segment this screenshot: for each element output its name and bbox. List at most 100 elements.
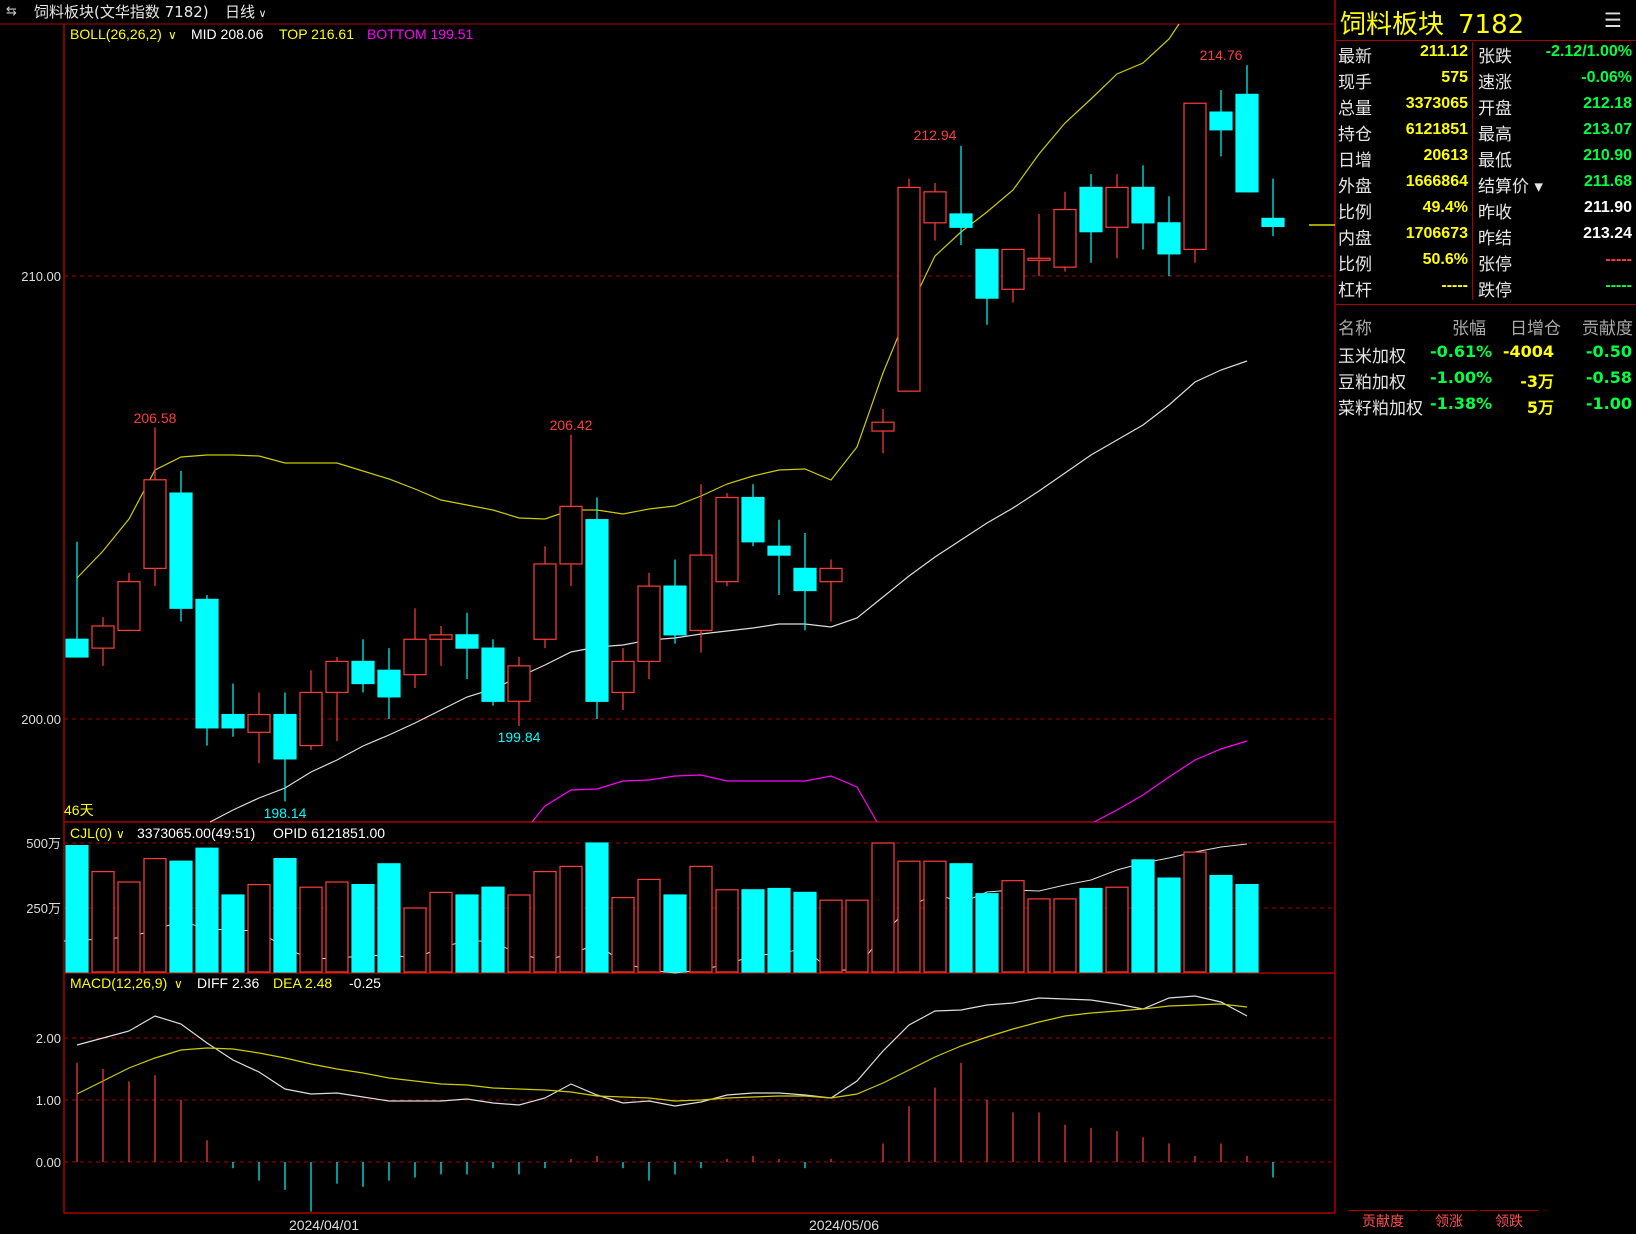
candle[interactable]	[949, 213, 973, 228]
candle[interactable]	[429, 634, 453, 640]
candle[interactable]	[715, 496, 739, 583]
macd-diff: DIFF 2.36	[197, 975, 259, 991]
contrib-table-row[interactable]: 豆粕加权 -1.00% -3万 -0.58	[1336, 368, 1636, 393]
boll-top: TOP 216.61	[279, 26, 354, 42]
candle[interactable]	[1001, 248, 1025, 290]
quote-value: 211.68	[1583, 173, 1632, 190]
macd-label[interactable]: MACD(12,26,9)	[70, 975, 167, 991]
quote-label[interactable]: 结算价 ▾	[1478, 177, 1543, 197]
boll-label[interactable]: BOLL(26,26,2)	[70, 26, 162, 42]
divider	[1336, 304, 1636, 305]
link-icon[interactable]: ⇆	[6, 4, 17, 19]
candle[interactable]	[1209, 111, 1233, 131]
candle[interactable]	[91, 625, 115, 649]
quote-label: 最高	[1478, 125, 1512, 145]
tab-top-losers[interactable]: 领跌	[1480, 1210, 1538, 1233]
macd-axis-label: 1.00	[36, 1093, 61, 1108]
candle[interactable]	[455, 634, 479, 649]
candle[interactable]	[793, 567, 817, 592]
boll-mid: MID 208.06	[191, 26, 264, 42]
candle[interactable]	[143, 479, 167, 569]
candle[interactable]	[507, 665, 531, 702]
candle[interactable]	[1261, 217, 1285, 227]
candle[interactable]	[1131, 186, 1155, 224]
main-chart[interactable]: BOLL(26,26,2) ∨ MID 208.06 TOP 216.61 BO…	[0, 0, 1336, 1234]
row-name: 豆粕加权	[1338, 373, 1406, 393]
quote-value: 210.90	[1583, 147, 1632, 164]
candle[interactable]	[637, 585, 661, 663]
candle[interactable]	[689, 554, 713, 632]
volume-bar	[1105, 886, 1129, 973]
row-change: -1.38%	[1430, 394, 1493, 413]
macd-chevron-icon[interactable]: ∨	[174, 977, 183, 991]
cjl-label[interactable]: CJL(0)	[70, 825, 112, 841]
row-oi-change: -3万	[1520, 372, 1554, 391]
volume-bar	[871, 842, 895, 973]
candle[interactable]	[533, 563, 557, 640]
candle[interactable]	[1157, 222, 1181, 255]
candle[interactable]	[377, 669, 401, 698]
candle[interactable]	[897, 186, 921, 392]
volume-bar	[1079, 887, 1103, 973]
candle[interactable]	[975, 248, 999, 299]
candle[interactable]	[585, 519, 609, 702]
date-axis-label: 2024/05/06	[809, 1217, 879, 1233]
quote-value: 213.07	[1583, 121, 1632, 138]
candle[interactable]	[169, 492, 193, 609]
volume-bar	[897, 860, 921, 973]
candle[interactable]	[65, 638, 89, 658]
contrib-table-row[interactable]: 菜籽粕加权 -1.38% 5万 -1.00	[1336, 394, 1636, 419]
row-oi-change: 5万	[1526, 398, 1554, 417]
candle[interactable]	[1105, 186, 1129, 228]
volume-bar	[429, 891, 453, 973]
list-menu-icon[interactable]: ☰	[1604, 8, 1622, 32]
candle[interactable]	[351, 660, 375, 685]
candle[interactable]	[611, 660, 635, 694]
quote-label: 比例	[1338, 203, 1372, 223]
row-change: -0.61%	[1430, 342, 1493, 361]
boll-label-chevron-icon[interactable]: ∨	[168, 28, 177, 42]
candle[interactable]	[1027, 257, 1051, 261]
tab-top-gainers[interactable]: 领涨	[1420, 1210, 1478, 1233]
quote-label: 昨结	[1478, 229, 1512, 249]
candle[interactable]	[247, 713, 271, 733]
candle[interactable]	[1053, 208, 1077, 268]
candle[interactable]	[1079, 186, 1103, 233]
candle[interactable]	[403, 638, 427, 676]
candle[interactable]	[1183, 102, 1207, 251]
candle[interactable]	[663, 585, 687, 636]
period-selector[interactable]: 日线 ∨	[225, 3, 267, 21]
candle[interactable]	[221, 713, 245, 729]
quote-value: -----	[1605, 251, 1632, 268]
volume-bar	[91, 870, 115, 973]
row-contribution: -0.58	[1585, 368, 1632, 387]
volume-bar	[767, 887, 791, 973]
boll-bottom-line	[1093, 740, 1248, 823]
candle[interactable]	[299, 691, 323, 747]
quote-value: 575	[1441, 69, 1468, 86]
cjl-chevron-icon[interactable]: ∨	[116, 827, 125, 841]
volume-bar	[559, 865, 583, 973]
volume-bar	[169, 860, 193, 973]
tab-contribution[interactable]: 贡献度	[1348, 1210, 1418, 1233]
candle[interactable]	[117, 581, 141, 631]
candle[interactable]	[325, 660, 349, 694]
candle[interactable]	[767, 545, 791, 556]
candle[interactable]	[195, 598, 219, 729]
volume-bar	[1027, 898, 1051, 973]
candle[interactable]	[819, 567, 843, 583]
candle[interactable]	[923, 191, 947, 224]
boll-bottom-line	[531, 774, 878, 823]
quote-label: 总量	[1338, 99, 1372, 119]
candle[interactable]	[1235, 93, 1259, 193]
contrib-table-row[interactable]: 玉米加权 -0.61% -4004 -0.50	[1336, 342, 1636, 367]
volume-bar	[481, 886, 505, 973]
volume-bar	[611, 896, 635, 973]
candle[interactable]	[871, 421, 895, 432]
quote-label: 开盘	[1478, 99, 1512, 119]
candle[interactable]	[559, 505, 583, 565]
candle[interactable]	[273, 713, 297, 760]
quote-label: 昨收	[1478, 203, 1512, 223]
candle[interactable]	[741, 496, 765, 543]
candle[interactable]	[481, 647, 505, 702]
